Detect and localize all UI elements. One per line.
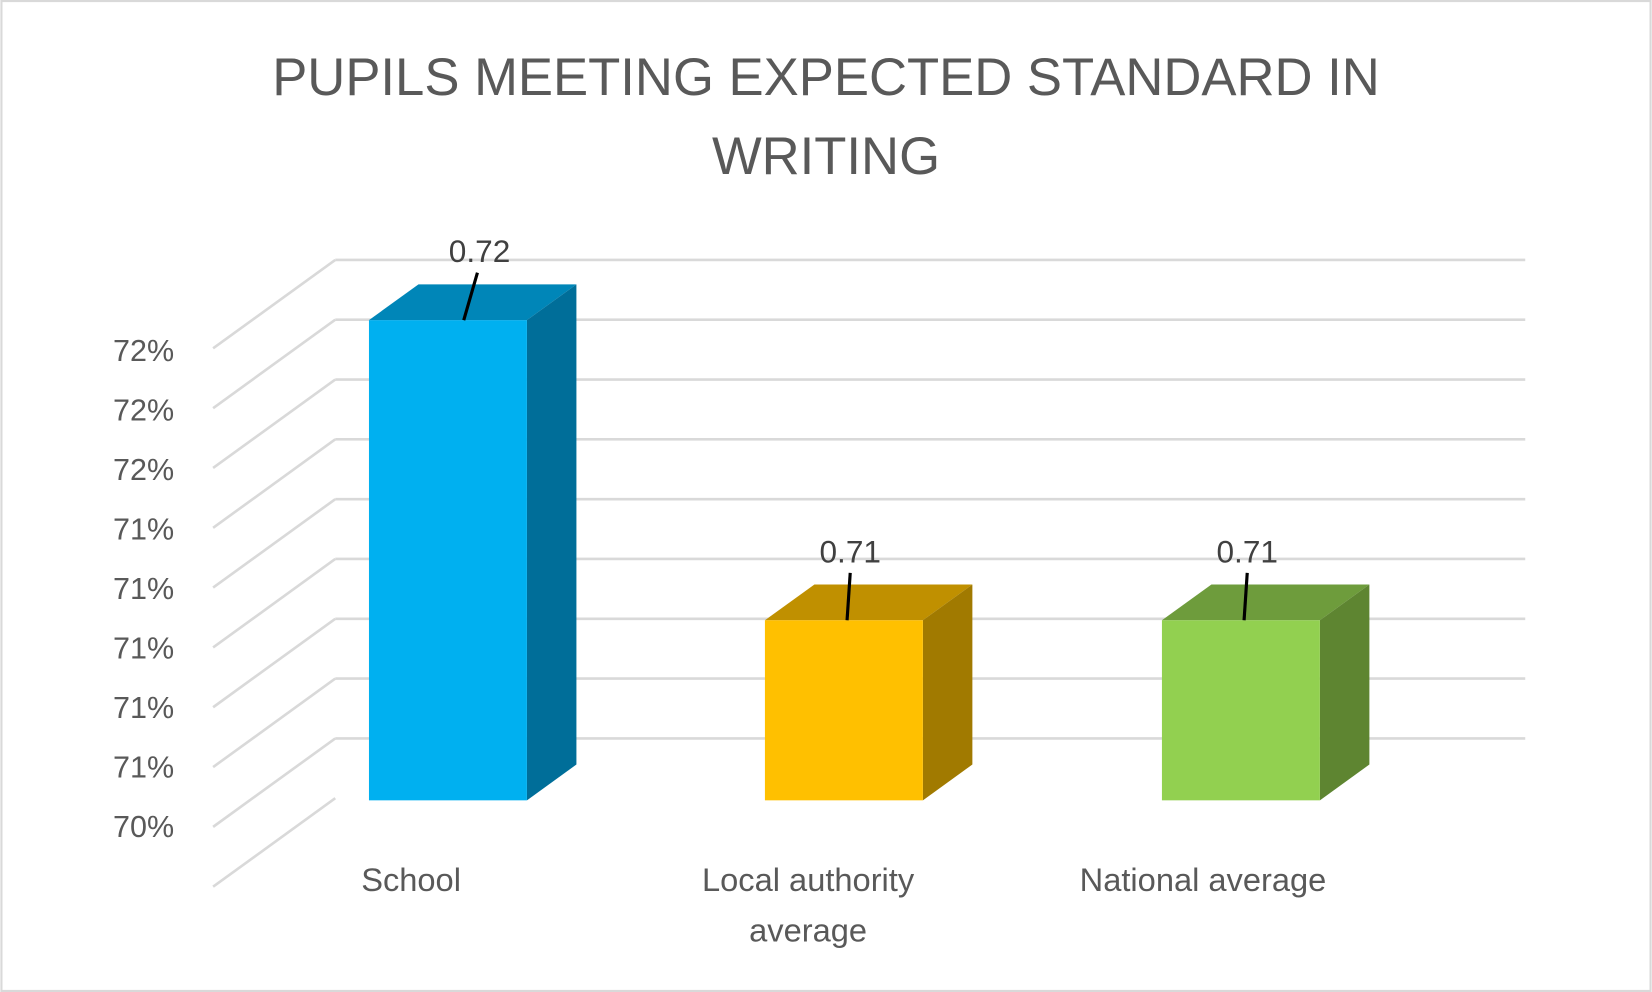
- y-tick-label: 71%: [113, 751, 174, 785]
- data-label: 0.72: [449, 233, 510, 269]
- side-gridline: [212, 797, 337, 888]
- side-gridline: [212, 318, 337, 410]
- data-label: 0.71: [1216, 533, 1277, 569]
- side-gridline: [212, 737, 337, 828]
- chart-title-line-1: PUPILS MEETING EXPECTED STANDARD IN: [272, 48, 1380, 107]
- category-label: average: [749, 911, 867, 948]
- side-gridline: [212, 438, 337, 529]
- bar-front: [1161, 620, 1320, 801]
- category-label: Local authority: [702, 861, 915, 898]
- bar: 0.72: [368, 233, 577, 801]
- data-label-leader-line: [462, 272, 479, 321]
- bar-front: [764, 620, 923, 801]
- bar-side: [526, 284, 577, 801]
- y-tick-label: 71%: [113, 632, 174, 666]
- bar-top: [764, 584, 973, 621]
- bar-side: [1319, 584, 1370, 801]
- y-axis-ticks: 70% 71% 71% 71% 71% 71% 72% 72% 72%: [113, 334, 174, 844]
- category-label: School: [361, 861, 461, 898]
- y-tick-label: 71%: [113, 513, 174, 547]
- y-tick-label: 72%: [113, 394, 174, 428]
- side-gridline: [212, 557, 337, 649]
- side-gridline: [212, 677, 337, 769]
- data-label-leader-line: [1242, 572, 1249, 621]
- chart-title-line-2: WRITING: [712, 127, 940, 186]
- bar-side: [922, 584, 973, 801]
- side-gridline: [212, 378, 337, 470]
- bar: 0.71: [1161, 533, 1370, 801]
- data-label: 0.71: [819, 533, 880, 569]
- bars: 0.72 0.71 0.71: [368, 233, 1370, 801]
- category-label: National average: [1080, 861, 1327, 898]
- bar: 0.71: [764, 533, 973, 801]
- bar-top: [1161, 584, 1370, 621]
- y-tick-label: 71%: [113, 691, 174, 725]
- side-gridline: [212, 258, 337, 350]
- side-gridline: [212, 498, 337, 589]
- data-label-leader-line: [845, 572, 852, 621]
- bar-top: [368, 284, 577, 321]
- side-gridline: [212, 617, 337, 709]
- y-tick-label: 70%: [113, 810, 174, 844]
- x-axis-labels: School Local authority average National ave…: [361, 861, 1326, 949]
- bar-front: [368, 320, 527, 801]
- y-tick-label: 71%: [113, 572, 174, 606]
- y-tick-label: 72%: [113, 453, 174, 487]
- y-tick-label: 72%: [113, 334, 174, 368]
